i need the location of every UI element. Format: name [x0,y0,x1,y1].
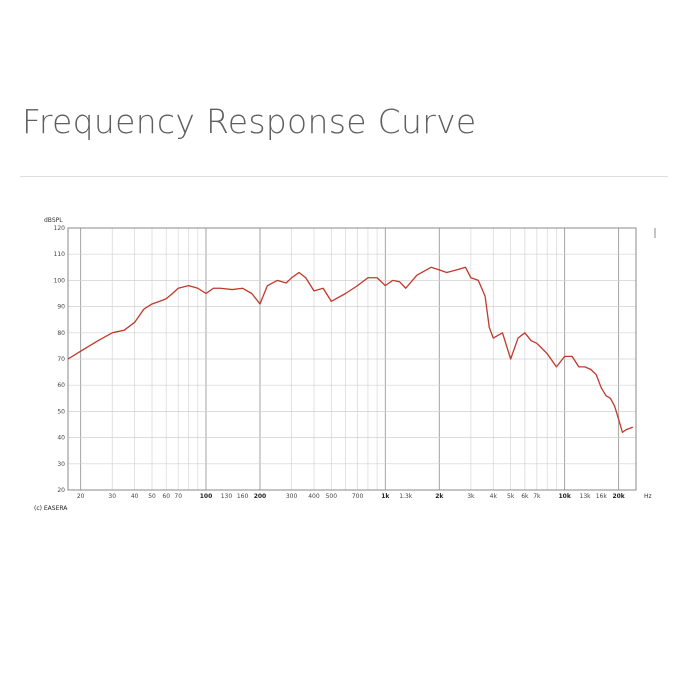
x-tick-label: 200 [254,493,267,500]
x-tick-label: 3k [467,493,475,500]
x-tick-label: 50 [148,493,156,500]
x-tick-label: 13k [580,493,592,500]
x-tick-label: 16k [596,493,608,500]
x-tick-label: 6k [521,493,529,500]
x-tick-label: 7k [533,493,541,500]
y-tick-label: 120 [54,225,66,232]
x-tick-label: 100 [200,493,213,500]
y-tick-label: 20 [57,487,65,494]
y-tick-label: 110 [54,251,66,258]
x-tick-label: 2k [435,493,444,500]
x-tick-label: 20k [612,493,625,500]
response-curve-line [67,266,634,434]
title-divider [20,176,668,177]
x-tick-label: 4k [490,493,498,500]
x-tick-label: 20 [77,493,85,500]
x-tick-label: 160 [237,493,249,500]
page-title: Frequency Response Curve [22,102,477,141]
y-axis-label: dBSPL [44,217,63,224]
x-tick-label: 70 [174,493,182,500]
x-tick-label: 30 [108,493,116,500]
y-tick-label: 30 [57,461,65,468]
y-tick-label: 40 [57,435,65,442]
x-tick-label: 10k [558,493,571,500]
tick-labels: 20 30 40 50 60 70 80 90 100 110 120 20 30 40 50 60 70 100… [54,225,626,500]
x-tick-label: 40 [131,493,139,500]
y-tick-label: 100 [54,277,66,284]
x-tick-label: 400 [308,493,320,500]
x-tick-label: 60 [162,493,170,500]
y-tick-label: 70 [57,356,65,363]
x-axis-unit-label: Hz [644,493,652,500]
y-tick-label: 60 [57,382,65,389]
x-tick-label: 130 [221,493,233,500]
y-tick-label: 80 [57,330,65,337]
x-tick-label: 700 [352,493,364,500]
chart-credit: (c) EASERA [34,505,68,512]
y-tick-label: 90 [57,304,65,311]
y-tick-label: 50 [57,408,65,415]
x-tick-label: 500 [326,493,338,500]
x-tick-label: 5k [507,493,515,500]
frequency-response-chart: 20 30 40 50 60 70 80 90 100 110 120 20 30 40 50 60 70 100… [34,217,656,512]
x-tick-label: 1.3k [399,493,413,500]
x-tick-label: 300 [286,493,298,500]
x-tick-label: 1k [381,493,390,500]
